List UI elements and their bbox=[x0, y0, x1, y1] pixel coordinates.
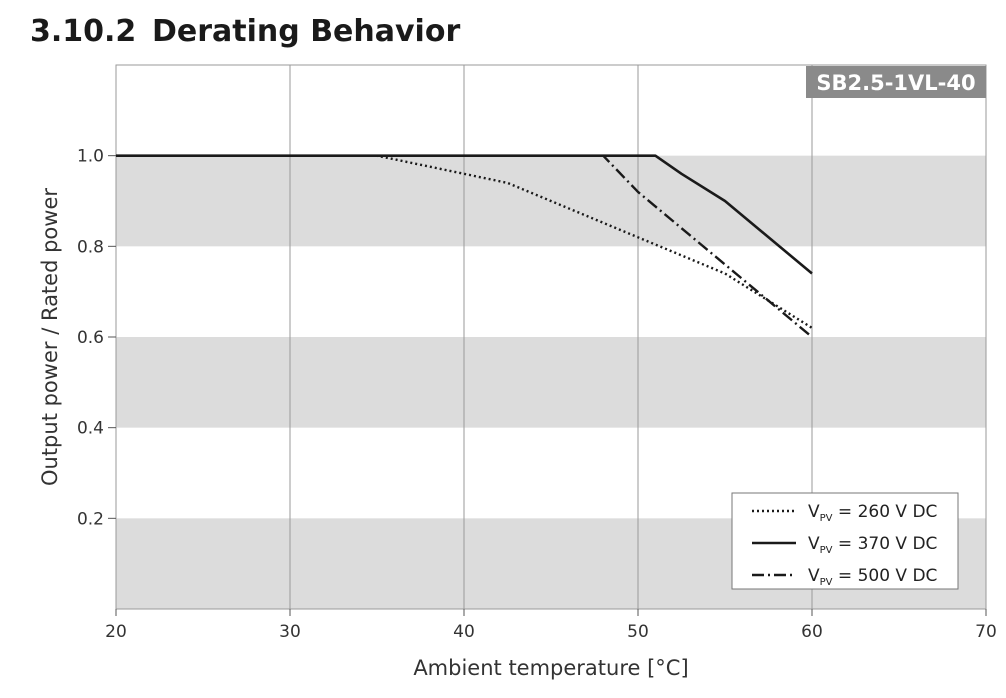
x-tick-label: 20 bbox=[105, 622, 127, 642]
x-tick-label: 60 bbox=[801, 622, 823, 642]
y-axis: 0.2 0.4 0.6 0.8 1.0 bbox=[77, 147, 116, 529]
model-badge: SB2.5-1VL-40 bbox=[806, 66, 986, 98]
x-tick-label: 50 bbox=[627, 622, 649, 642]
legend-label-sub: PV bbox=[820, 513, 833, 524]
section-title: Derating Behavior bbox=[152, 14, 461, 49]
y-tick-label: 0.8 bbox=[77, 237, 104, 257]
legend-label: VPV = 260 V DC bbox=[808, 502, 937, 524]
section-number: 3.10.2 bbox=[30, 14, 137, 49]
x-axis: 20 30 40 50 60 70 bbox=[105, 609, 997, 642]
band-1 bbox=[116, 337, 986, 428]
y-tick-label: 1.0 bbox=[77, 147, 104, 167]
x-tick-label: 70 bbox=[975, 622, 997, 642]
legend-label: VPV = 500 V DC bbox=[808, 566, 937, 588]
section-heading: 3.10.2 Derating Behavior bbox=[30, 14, 460, 49]
legend-label-suffix: = 260 V DC bbox=[833, 502, 938, 522]
y-tick-label: 0.2 bbox=[77, 509, 104, 529]
legend-label-prefix: V bbox=[808, 566, 820, 586]
data-series bbox=[116, 154, 813, 338]
legend-label-suffix: = 500 V DC bbox=[833, 566, 938, 586]
legend-label: VPV = 370 V DC bbox=[808, 534, 937, 556]
series-line-dashdot bbox=[116, 154, 813, 338]
y-tick-label: 0.6 bbox=[77, 328, 104, 348]
model-badge-label: SB2.5-1VL-40 bbox=[816, 71, 975, 95]
legend-box bbox=[731, 492, 959, 590]
legend-label-prefix: V bbox=[808, 534, 820, 554]
legend-label-sub: PV bbox=[820, 545, 833, 556]
x-tick-label: 40 bbox=[453, 622, 475, 642]
y-tick-label: 0.4 bbox=[77, 419, 104, 439]
x-axis-label: Ambient temperature [°C] bbox=[413, 656, 688, 680]
x-tick-label: 30 bbox=[279, 622, 301, 642]
legend-label-sub: PV bbox=[820, 577, 833, 588]
y-axis-label: Output power / Rated power bbox=[38, 188, 62, 486]
legend-label-prefix: V bbox=[808, 502, 820, 522]
legend-label-suffix: = 370 V DC bbox=[833, 534, 938, 554]
